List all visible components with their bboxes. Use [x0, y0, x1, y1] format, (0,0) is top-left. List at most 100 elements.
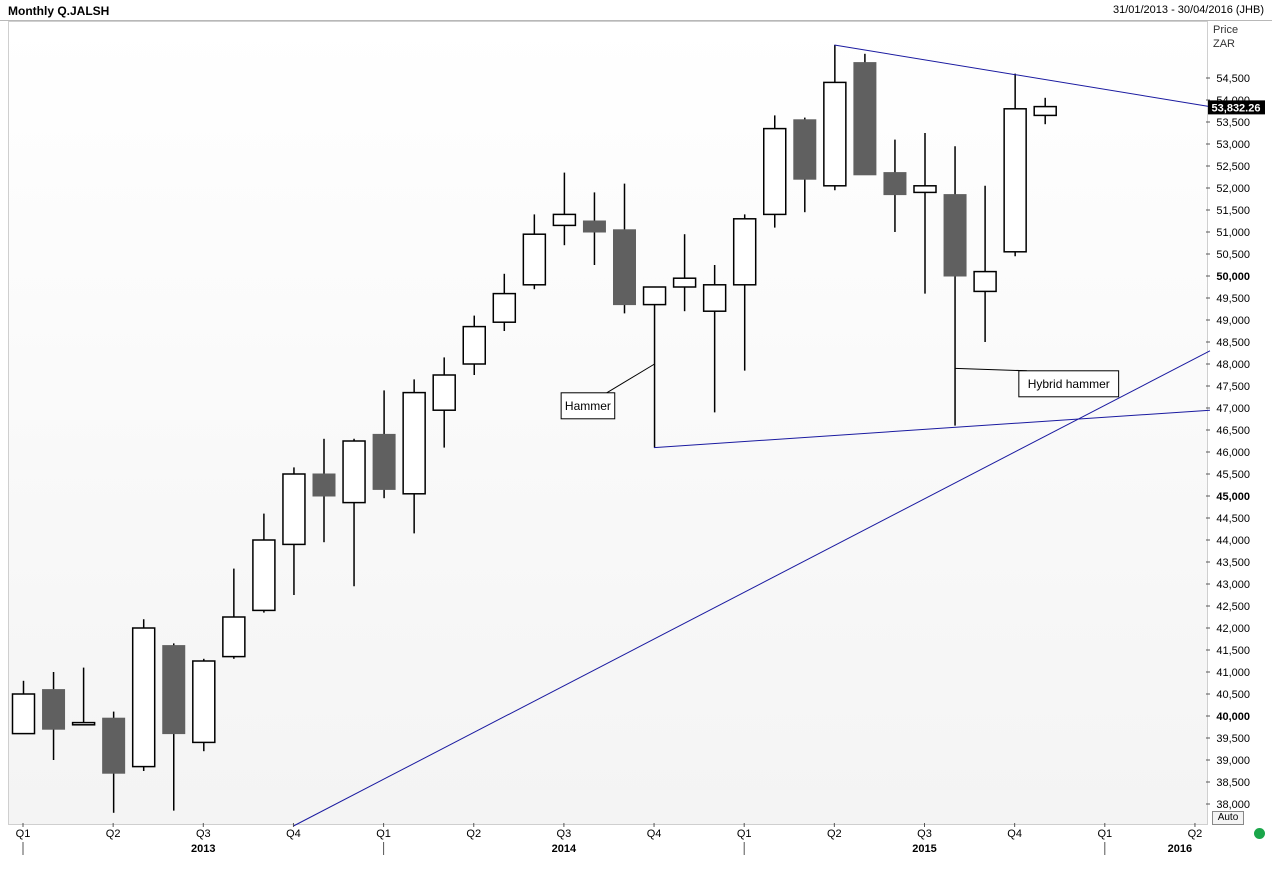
x-tick-label: Q3: [557, 828, 572, 840]
candle-body: [973, 270, 997, 293]
candle-body: [522, 233, 547, 286]
candle-body: [162, 645, 186, 735]
candle-body: [552, 213, 577, 227]
x-tick-label: Q3: [917, 828, 932, 840]
candle-body: [42, 689, 66, 730]
candle-body: [102, 717, 126, 774]
annotation-box: [560, 392, 616, 420]
candle-body: [312, 473, 336, 497]
x-tick-label: Q2: [827, 828, 842, 840]
y-tick-label: 48,000: [1216, 359, 1250, 371]
y-tick-label: 44,000: [1216, 535, 1250, 547]
y-tick-label: 38,000: [1216, 799, 1250, 811]
candle-body: [853, 62, 877, 176]
x-tick-label: Q1: [376, 828, 391, 840]
candle-body: [402, 391, 426, 495]
year-label: 2014: [552, 843, 577, 855]
trendline-long-term-support: [293, 350, 1211, 827]
y-tick-label: 51,500: [1216, 205, 1250, 217]
y-tick-label: 50,500: [1216, 249, 1250, 261]
candle-body: [732, 218, 757, 286]
x-tick-label: Q1: [1097, 828, 1112, 840]
y-tick-label: 49,000: [1216, 315, 1250, 327]
y-tick-label: 45,500: [1216, 469, 1250, 481]
candle-body: [432, 374, 456, 411]
candle-body: [883, 172, 907, 196]
candle-body: [613, 229, 636, 306]
price-axis-label: Price: [1213, 24, 1239, 36]
x-tick-label: Q3: [196, 828, 211, 840]
y-tick-label: 40,000: [1216, 711, 1250, 723]
auto-scale-button[interactable]: Auto: [1212, 811, 1244, 825]
x-tick-label: Q4: [286, 828, 301, 840]
candle-body: [823, 81, 847, 187]
x-tick-label: Q1: [16, 828, 31, 840]
x-tick-label: Q1: [737, 828, 752, 840]
x-tick-label: Q2: [466, 828, 481, 840]
y-tick-label: 45,000: [1216, 491, 1250, 503]
chart-title: Monthly Q.JALSH: [8, 4, 110, 18]
candle-body: [1033, 105, 1057, 117]
y-tick-label: 42,500: [1216, 601, 1250, 613]
year-label: 2013: [191, 843, 215, 855]
y-tick-label: 38,500: [1216, 777, 1250, 789]
candle-body: [222, 616, 246, 658]
y-tick-label: 41,500: [1216, 645, 1250, 657]
y-tick-label: 47,500: [1216, 381, 1250, 393]
annotation-leader: [955, 367, 1027, 372]
candle-body: [71, 721, 96, 726]
y-tick-label: 41,000: [1216, 667, 1250, 679]
candle-body: [702, 284, 727, 312]
last-price-tag: [1208, 100, 1265, 115]
y-tick-label: 44,500: [1216, 513, 1250, 525]
candle-body: [462, 325, 486, 365]
y-tick-label: 47,000: [1216, 403, 1250, 415]
candle-body: [1003, 108, 1027, 253]
y-tick-label: 40,500: [1216, 689, 1250, 701]
annotation-leader: [606, 363, 655, 394]
y-tick-label: 53,000: [1216, 139, 1250, 151]
annotation-label: Hybrid hammer: [1028, 377, 1110, 391]
candle-body: [131, 627, 156, 768]
candle-body: [943, 194, 967, 277]
candle-body: [192, 660, 216, 744]
year-label: 2015: [912, 843, 936, 855]
candle-body: [672, 277, 697, 288]
trendline-upper-resistance: [834, 44, 1211, 108]
annotation-box: [1018, 370, 1120, 398]
y-tick-label: 43,000: [1216, 579, 1250, 591]
y-tick-label: 42,000: [1216, 623, 1250, 635]
candle-body: [913, 185, 937, 194]
candle-body: [372, 433, 396, 490]
y-tick-label: 48,500: [1216, 337, 1250, 349]
chart-header: Monthly Q.JALSH 31/01/2013 - 30/04/2016 …: [0, 0, 1272, 21]
y-tick-label: 39,500: [1216, 733, 1250, 745]
year-label: 2016: [1168, 843, 1192, 855]
y-tick-label: 53,500: [1216, 117, 1250, 129]
x-tick-label: Q2: [1188, 828, 1203, 840]
y-tick-label: 46,000: [1216, 447, 1250, 459]
status-indicator-icon: [1254, 828, 1265, 839]
y-tick-label: 52,000: [1216, 183, 1250, 195]
candle-body: [342, 440, 366, 504]
y-tick-label: 54,500: [1216, 73, 1250, 85]
candle-body: [793, 119, 817, 180]
date-range: 31/01/2013 - 30/04/2016 (JHB): [1112, 4, 1264, 16]
candle-body: [492, 292, 517, 323]
candle-body: [282, 473, 306, 546]
candle-body: [11, 693, 36, 735]
candle-body: [763, 127, 787, 216]
x-tick-label: Q4: [647, 828, 662, 840]
annotation-label: Hammer: [565, 399, 611, 413]
y-tick-label: 51,000: [1216, 227, 1250, 239]
y-tick-label: 43,500: [1216, 557, 1250, 569]
y-tick-label: 49,500: [1216, 293, 1250, 305]
y-tick-label: 46,500: [1216, 425, 1250, 437]
candle-body: [252, 539, 276, 612]
last-price-label: 53,832.26: [1212, 102, 1261, 114]
y-tick-label: 50,000: [1216, 271, 1250, 283]
y-tick-label: 52,500: [1216, 161, 1250, 173]
y-tick-label: 39,000: [1216, 755, 1250, 767]
trendline-lower-support: [654, 409, 1211, 449]
